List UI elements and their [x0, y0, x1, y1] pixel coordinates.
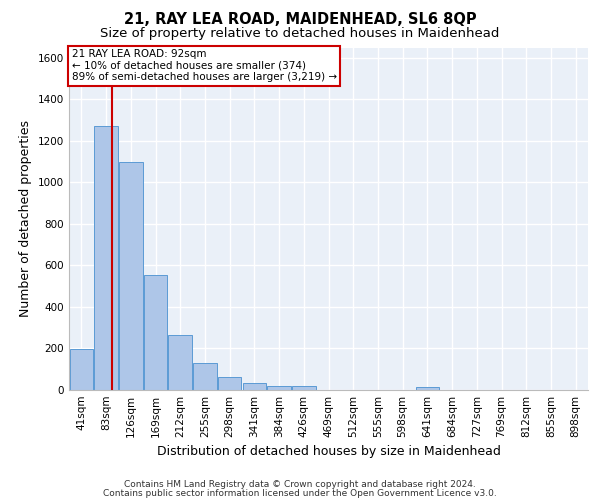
Text: Contains public sector information licensed under the Open Government Licence v3: Contains public sector information licen…: [103, 489, 497, 498]
Bar: [193, 363, 217, 390]
Bar: [169, 335, 192, 390]
Bar: [292, 386, 316, 390]
Text: 21, RAY LEA ROAD, MAIDENHEAD, SL6 8QP: 21, RAY LEA ROAD, MAIDENHEAD, SL6 8QP: [124, 12, 476, 28]
Bar: [119, 162, 143, 390]
Bar: [144, 275, 167, 390]
Bar: [416, 387, 439, 390]
Text: 21 RAY LEA ROAD: 92sqm
← 10% of detached houses are smaller (374)
89% of semi-de: 21 RAY LEA ROAD: 92sqm ← 10% of detached…: [71, 49, 337, 82]
Bar: [242, 382, 266, 390]
X-axis label: Distribution of detached houses by size in Maidenhead: Distribution of detached houses by size …: [157, 446, 500, 458]
Bar: [70, 349, 93, 390]
Text: Contains HM Land Registry data © Crown copyright and database right 2024.: Contains HM Land Registry data © Crown c…: [124, 480, 476, 489]
Bar: [94, 126, 118, 390]
Text: Size of property relative to detached houses in Maidenhead: Size of property relative to detached ho…: [100, 28, 500, 40]
Y-axis label: Number of detached properties: Number of detached properties: [19, 120, 32, 318]
Bar: [218, 377, 241, 390]
Bar: [268, 386, 291, 390]
